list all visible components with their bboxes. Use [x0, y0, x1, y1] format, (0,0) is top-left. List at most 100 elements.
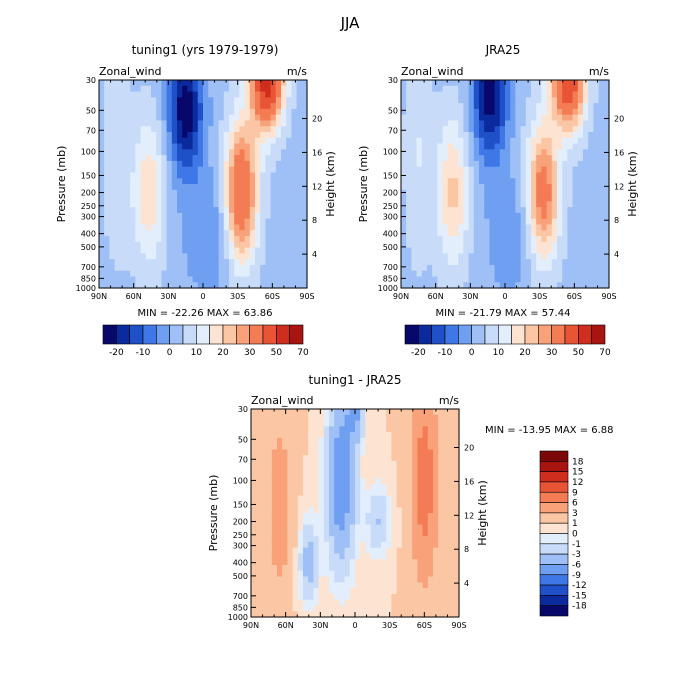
contour-cell — [182, 85, 188, 93]
contour-cell — [251, 461, 257, 468]
contour-cell — [109, 236, 116, 243]
contour-cell — [463, 276, 470, 283]
contour-cell — [422, 518, 429, 526]
contour-cell — [287, 588, 294, 595]
contour-plot — [401, 80, 610, 289]
panel-tuning1: tuning1 (yrs 1979-1979) Zonal_wind m/s 9… — [55, 43, 337, 358]
contour-cell — [182, 247, 188, 254]
contour-cell — [463, 166, 470, 174]
contour-cell — [463, 264, 470, 272]
contour-cell — [442, 178, 449, 185]
contour-cell — [266, 501, 273, 508]
contour-cell — [339, 437, 346, 445]
contour-cell — [433, 466, 439, 474]
contour-cell — [256, 565, 262, 572]
contour-cell — [271, 588, 278, 595]
contour-cell — [473, 241, 480, 249]
contour-cell — [203, 241, 209, 249]
contour-cell — [567, 224, 574, 231]
panel-title: tuning1 - JRA25 — [309, 373, 402, 387]
contour-cell — [277, 605, 283, 612]
contour-cell — [251, 409, 257, 416]
contour-cell — [140, 212, 147, 220]
colorbar-label: 0 — [167, 348, 173, 358]
y-tick-label: 400 — [383, 230, 398, 239]
contour-plot — [251, 409, 460, 618]
contour-cell — [182, 137, 188, 145]
contour-cell — [541, 241, 548, 249]
contour-cell — [265, 97, 272, 104]
contour-cell — [448, 536, 455, 543]
contour-cell — [266, 536, 273, 543]
contour-cell — [396, 513, 403, 520]
contour-cell — [484, 218, 490, 226]
contour-cell — [329, 593, 335, 601]
contour-cell — [161, 80, 168, 87]
contour-cell — [416, 282, 423, 289]
contour-cell — [296, 178, 303, 185]
x-tick-label: 90S — [451, 621, 466, 630]
contour-cell — [151, 155, 157, 162]
contour-cell — [396, 553, 403, 560]
contour-cell — [277, 553, 283, 560]
contour-cell — [577, 132, 584, 139]
contour-cell — [151, 201, 157, 208]
contour-cell — [104, 201, 110, 208]
contour-cell — [551, 184, 558, 191]
contour-cell — [192, 207, 199, 214]
contour-cell — [297, 570, 304, 578]
contour-cell — [551, 207, 558, 214]
contour-cell — [407, 547, 413, 555]
contour-cell — [416, 218, 423, 226]
contour-cell — [203, 282, 209, 289]
contour-cell — [161, 218, 168, 226]
contour-cell — [182, 224, 188, 231]
contour-cell — [505, 103, 511, 110]
contour-cell — [433, 576, 439, 583]
contour-cell — [417, 599, 424, 607]
contour-cell — [244, 149, 251, 156]
contour-cell — [271, 541, 278, 549]
contour-cell — [510, 137, 516, 145]
contour-cell — [303, 478, 309, 485]
contour-cell — [114, 264, 121, 272]
contour-cell — [494, 276, 501, 283]
contour-cell — [416, 172, 423, 179]
colorbar-label: 12 — [572, 478, 583, 488]
contour-cell — [177, 149, 183, 156]
x-tick-label: 60N — [278, 621, 294, 630]
contour-cell — [603, 195, 610, 202]
contour-cell — [484, 178, 490, 185]
contour-cell — [266, 565, 273, 572]
contour-cell — [370, 588, 377, 595]
contour-cell — [301, 207, 308, 214]
contour-cell — [422, 593, 429, 601]
contour-cell — [140, 155, 147, 162]
contour-cell — [438, 495, 444, 503]
contour-cell — [577, 276, 584, 283]
contour-cell — [125, 189, 131, 197]
contour-cell — [323, 466, 330, 474]
contour-cell — [291, 137, 298, 145]
contour-cell — [422, 611, 429, 618]
contour-cell — [260, 264, 266, 272]
contour-cell — [588, 236, 594, 243]
contour-cell — [473, 201, 480, 208]
contour-cell — [303, 443, 309, 451]
x-tick-label: 90N — [243, 621, 259, 630]
contour-cell — [427, 166, 433, 174]
colorbar-swatch — [539, 605, 569, 617]
contour-cell — [588, 143, 594, 150]
contour-cell — [291, 230, 298, 237]
contour-cell — [489, 201, 496, 208]
contour-cell — [156, 114, 162, 122]
contour-cell — [239, 189, 246, 197]
contour-cell — [161, 120, 168, 127]
contour-cell — [407, 426, 413, 433]
contour-cell — [140, 189, 147, 197]
contour-cell — [166, 103, 173, 110]
contour-cell — [541, 247, 548, 254]
contour-cell — [318, 466, 325, 474]
contour-cell — [458, 201, 464, 208]
contour-cell — [223, 166, 230, 174]
